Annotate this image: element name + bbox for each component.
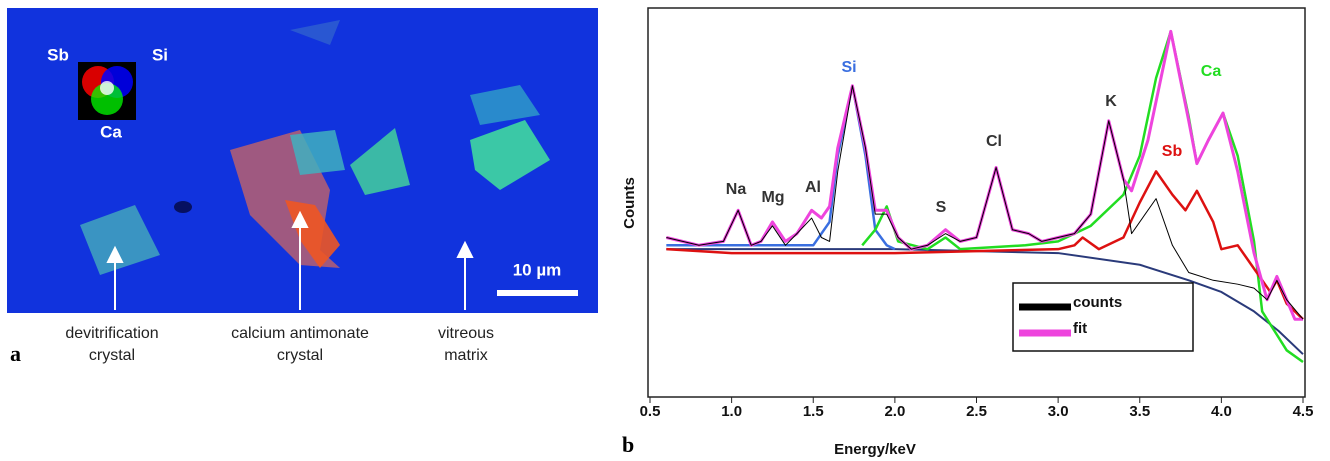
map-label: Si bbox=[152, 45, 168, 64]
caption: vitreous bbox=[438, 325, 494, 342]
plot: 0.5 1.0 1.5 2.0 2.5 3.0 3.5 4.0 4.5 Na Mg Al S Cl K Si C… bbox=[640, 29, 1314, 420]
peak-label: K bbox=[1105, 93, 1117, 110]
element-map bbox=[7, 8, 598, 313]
panel-label: b bbox=[622, 432, 634, 457]
y-axis-title: Counts bbox=[621, 177, 638, 229]
component-curve bbox=[666, 170, 1304, 321]
panel-label: a bbox=[10, 341, 21, 366]
caption: crystal bbox=[89, 347, 135, 364]
background-curve bbox=[666, 248, 1304, 355]
peak-label: S bbox=[936, 199, 947, 216]
component-label: Si bbox=[841, 59, 856, 76]
peak-label: Cl bbox=[986, 133, 1002, 150]
caption: calcium antimonate bbox=[231, 325, 369, 342]
x-tick-label: 4.0 bbox=[1211, 403, 1232, 420]
x-axis-title: Energy/keV bbox=[834, 441, 916, 458]
x-tick-label: 0.5 bbox=[640, 403, 661, 420]
component-label: Sb bbox=[1162, 143, 1183, 160]
x-tick-label: 3.0 bbox=[1048, 403, 1069, 420]
x-tick-label: 3.5 bbox=[1129, 403, 1150, 420]
x-tick-label: 2.0 bbox=[884, 403, 905, 420]
scale-bar-label: 10 µm bbox=[513, 260, 562, 279]
peak-label: Mg bbox=[761, 189, 784, 206]
component-curve bbox=[666, 84, 896, 251]
series-line bbox=[666, 85, 1304, 320]
x-tick-label: 4.5 bbox=[1293, 403, 1314, 420]
legend-label: counts bbox=[1073, 294, 1122, 311]
caption: matrix bbox=[444, 347, 488, 364]
peak-label: Na bbox=[726, 181, 747, 198]
component-label: Ca bbox=[1201, 63, 1222, 80]
captions: devitrification crystal calcium antimonate… bbox=[65, 325, 494, 364]
x-tick-label: 1.5 bbox=[803, 403, 824, 420]
peak-label: Al bbox=[805, 179, 821, 196]
map-label: Sb bbox=[47, 45, 69, 64]
legend-box bbox=[1012, 282, 1194, 352]
map-label: Ca bbox=[100, 122, 122, 141]
legend-label: fit bbox=[1073, 320, 1087, 337]
x-tick-label: 1.0 bbox=[721, 403, 742, 420]
x-tick-label: 2.5 bbox=[966, 403, 987, 420]
caption: devitrification bbox=[65, 325, 158, 342]
caption: crystal bbox=[277, 347, 323, 364]
